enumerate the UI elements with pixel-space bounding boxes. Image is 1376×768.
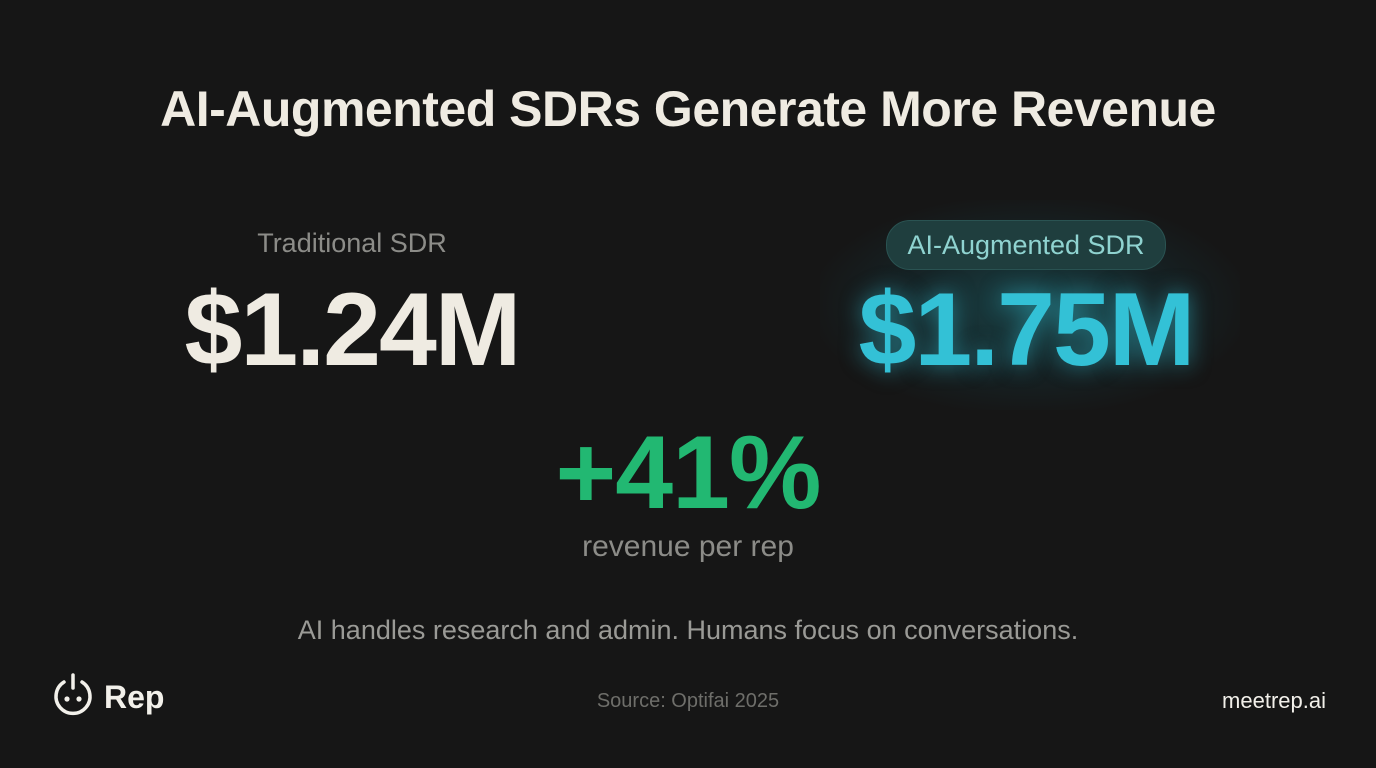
page-title: AI-Augmented SDRs Generate More Revenue xyxy=(160,81,1216,137)
source-citation: Source: Optifai 2025 xyxy=(596,690,780,712)
ai-augmented-sdr-stat: AI-Augmented SDR $1.75M xyxy=(766,220,1286,386)
ai-augmented-sdr-value: $1.75M xyxy=(858,272,1196,388)
brand-name: Rep xyxy=(104,679,165,715)
brand-logo: Rep xyxy=(50,672,164,723)
revenue-delta-value: +41% xyxy=(555,415,822,531)
traditional-sdr-stat: Traditional SDR $1.24M xyxy=(92,220,612,386)
revenue-delta-label: revenue per rep xyxy=(582,530,794,563)
traditional-sdr-value: $1.24M xyxy=(184,272,522,388)
traditional-sdr-label: Traditional SDR xyxy=(257,228,447,258)
ai-augmented-sdr-badge: AI-Augmented SDR xyxy=(886,220,1166,270)
power-face-icon xyxy=(50,672,96,723)
website-link[interactable]: meetrep.ai xyxy=(1222,688,1326,713)
tagline: AI handles research and admin. Humans fo… xyxy=(297,615,1079,645)
